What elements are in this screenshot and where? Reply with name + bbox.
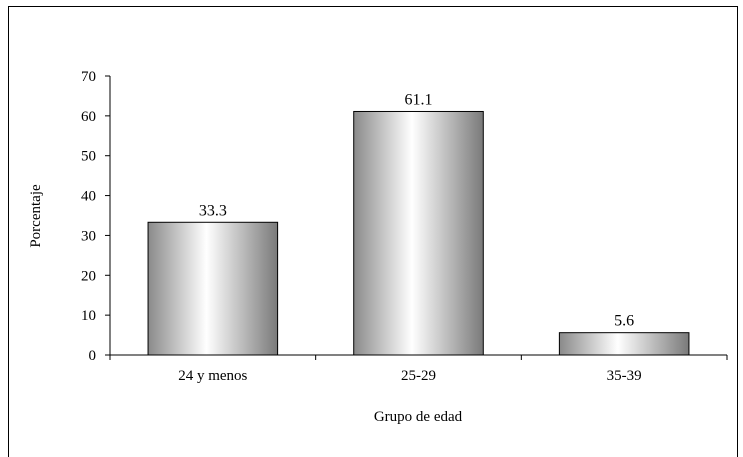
y-tick-label-3: 30: [81, 228, 96, 244]
x-tick-label-1: 24 y menos: [178, 368, 247, 384]
bars-layer: 33.3 61.1 5.6: [147, 91, 690, 356]
data-label-1: 33.3: [199, 202, 227, 219]
y-tick-label-0: 0: [89, 348, 97, 364]
y-tick-label-6: 60: [81, 109, 96, 125]
x-tick-label-3: 35-39: [607, 368, 642, 384]
y-tick-label-2: 20: [81, 268, 96, 284]
y-tick-label-1: 10: [81, 308, 96, 324]
y-axis-label: Porcentaje: [28, 184, 44, 248]
y-tick-label-5: 50: [81, 149, 96, 165]
bar-3: [558, 332, 690, 356]
x-tick-label-2: 25-29: [401, 368, 436, 384]
chart-frame: [8, 6, 738, 457]
bar-1: [147, 221, 279, 356]
data-label-3: 5.6: [614, 313, 634, 330]
data-label-2: 61.1: [405, 91, 433, 108]
y-tick-label-7: 70: [81, 69, 96, 85]
bar-2: [353, 110, 484, 356]
axes-layer: 24 y menos 25-29 35-39 0 10 20 30 40 50 60 70: [81, 69, 728, 384]
y-tick-label-4: 40: [81, 189, 96, 205]
x-axis-label: Grupo de edad: [374, 409, 463, 425]
